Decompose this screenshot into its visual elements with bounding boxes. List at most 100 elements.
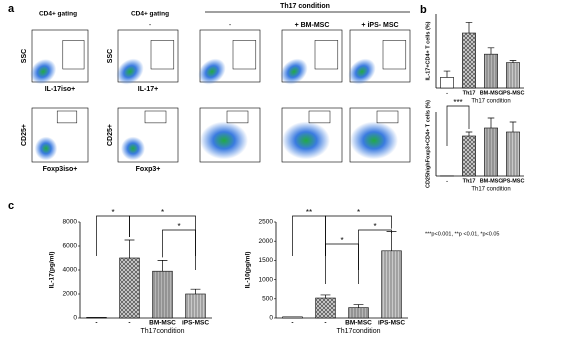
significance-bracket (325, 215, 392, 256)
significance-bracket (96, 215, 130, 256)
y-tick-label: 2500 (259, 219, 274, 226)
error-bar (124, 239, 135, 258)
significance-label: * (340, 236, 343, 245)
bar-hatch (484, 54, 498, 88)
x-tick-label: BM-MSC (149, 320, 176, 327)
flow-y-label: SSC (21, 49, 28, 63)
flow-x-label: Foxp3+ (136, 166, 161, 173)
significance-bracket (446, 105, 470, 146)
error-bar (190, 288, 201, 294)
flow-header: + BM-MSC (295, 22, 330, 29)
bar-hatch (152, 271, 173, 318)
x-tick-label: Th17 (463, 90, 476, 96)
error-bar (353, 304, 364, 308)
significance-label: * (177, 222, 180, 231)
bar (440, 77, 454, 89)
y-axis-label: IL-17(pg/ml) (49, 252, 56, 289)
bar-hatch (119, 258, 140, 318)
bar-hatch (381, 250, 402, 318)
y-axis-label: IL-17+CD4+ T cells (%) (425, 21, 431, 80)
x-tick-label: iPS-MSC (182, 320, 209, 327)
y-axis-label: CD25highFoxp3+CD4+ T cells (%) (425, 100, 431, 188)
y-tick-label: 2000 (259, 238, 274, 245)
y-tick-label: 0 (73, 315, 77, 322)
x-tick-label: - (128, 320, 130, 327)
x-tick-label: - (446, 90, 448, 96)
x-tick-label: iPS-MSC (378, 320, 405, 327)
y-tick-label: 500 (262, 296, 273, 303)
flow-events (200, 121, 248, 160)
bar-hatch (348, 307, 369, 318)
bar-hatch (462, 136, 476, 176)
error-bar (509, 60, 517, 63)
x-axis-label: Th17 condition (471, 187, 510, 193)
bar (86, 317, 107, 319)
gate (150, 40, 175, 70)
x-tick-label: - (95, 320, 97, 327)
gate (382, 40, 407, 70)
bar-hatch (315, 298, 336, 318)
gate (226, 110, 249, 124)
x-axis-label: Th17 condition (471, 99, 510, 105)
flow-header: CD4+ gating (39, 11, 77, 18)
error-bar (509, 121, 517, 132)
y-axis-label: IL-10(pg/ml) (245, 252, 252, 289)
x-tick-label: BM-MSC (480, 178, 503, 184)
gate (144, 110, 167, 124)
y-tick-label: 1000 (259, 276, 274, 283)
y-tick-label: 0 (269, 315, 273, 322)
significance-bracket (325, 243, 359, 284)
error-bar (465, 131, 473, 136)
flow-header: + iPS- MSC (361, 22, 398, 29)
significance-label: * (373, 222, 376, 231)
error-bar (465, 22, 473, 34)
error-bar (157, 260, 168, 272)
x-tick-label: iPS-MSC (502, 90, 525, 96)
significance-label: * (161, 208, 164, 217)
flow-header: - (149, 22, 152, 29)
bar (282, 316, 303, 319)
x-tick-label: Th17 (463, 178, 476, 184)
y-tick-label: 2000 (63, 291, 78, 298)
flow-events (116, 58, 144, 85)
flow-y-label: CD25+ (21, 124, 28, 146)
error-bar (386, 231, 397, 251)
bar-hatch (484, 128, 498, 176)
significance-label: * (111, 208, 114, 217)
error-bar (487, 117, 495, 128)
flow-events (350, 121, 398, 160)
error-bar (320, 294, 331, 299)
x-axis-label: Th17condition (337, 328, 381, 335)
y-tick-label: 8000 (63, 219, 78, 226)
gate (232, 40, 257, 70)
flow-x-label: Foxp3iso+ (43, 166, 78, 173)
panel-label: c (8, 200, 14, 212)
flow-plot (117, 107, 179, 163)
flow-events (280, 58, 308, 85)
flow-y-label: CD25+ (107, 124, 114, 146)
gate (62, 40, 85, 70)
significance-bracket (292, 215, 326, 256)
x-tick-label: iPS-MSC (502, 178, 525, 184)
y-tick-label: 1500 (259, 257, 274, 264)
gate (376, 110, 399, 124)
gate (308, 110, 331, 124)
flow-events (198, 58, 226, 85)
y-tick-label: 4000 (63, 267, 78, 274)
x-tick-label: BM-MSC (480, 90, 503, 96)
flow-events (34, 136, 58, 161)
x-tick-label: BM-MSC (345, 320, 372, 327)
significance-bracket (162, 229, 196, 270)
flow-header: - (229, 22, 232, 29)
flow-x-label: IL-17+ (138, 86, 158, 93)
x-axis-label: Th17condition (141, 328, 185, 335)
gate (56, 110, 78, 124)
flow-events (30, 59, 57, 85)
x-tick-label: - (291, 320, 293, 327)
bar-hatch (506, 132, 520, 176)
bar-hatch (506, 62, 520, 88)
flow-x-label: IL-17iso+ (45, 86, 76, 93)
footnote: ***p<0.001, **p <0.01, *p<0.05 (425, 231, 499, 237)
panel-label: a (8, 3, 15, 15)
